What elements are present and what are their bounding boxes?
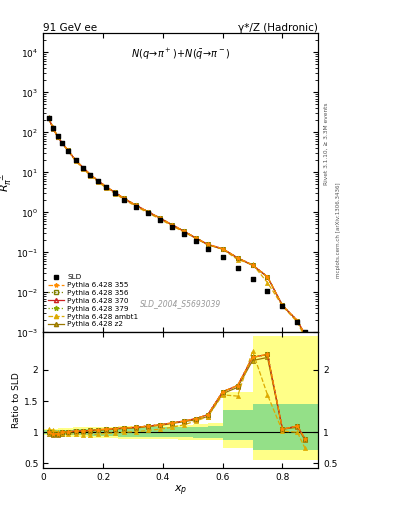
Point	[133, 202, 139, 210]
Point	[250, 274, 256, 283]
Point	[294, 318, 301, 326]
Point	[169, 223, 175, 231]
Point	[193, 237, 199, 245]
Text: 91 GeV ee: 91 GeV ee	[43, 23, 97, 32]
Point	[145, 209, 151, 218]
Point	[80, 164, 86, 172]
Point	[65, 146, 71, 155]
Text: mcplots.cern.ch [arXiv:1306.3436]: mcplots.cern.ch [arXiv:1306.3436]	[336, 183, 341, 278]
Point	[46, 114, 52, 122]
Point	[235, 264, 241, 272]
Point	[302, 328, 308, 336]
Point	[279, 302, 286, 310]
Point	[121, 196, 127, 204]
Point	[87, 171, 94, 179]
X-axis label: $x_p$: $x_p$	[174, 484, 187, 498]
Text: Rivet 3.1.10, ≥ 3.3M events: Rivet 3.1.10, ≥ 3.3M events	[324, 102, 329, 185]
Text: SLD_2004_S5693039: SLD_2004_S5693039	[140, 300, 221, 309]
Point	[264, 287, 271, 295]
Point	[181, 230, 187, 238]
Point	[220, 253, 226, 262]
Point	[55, 132, 61, 140]
Point	[50, 124, 56, 132]
Point	[112, 189, 118, 198]
Point	[157, 216, 163, 224]
Point	[95, 177, 101, 185]
Legend: SLD, Pythia 6.428 355, Pythia 6.428 356, Pythia 6.428 370, Pythia 6.428 379, Pyt: SLD, Pythia 6.428 355, Pythia 6.428 356,…	[47, 273, 140, 329]
Point	[204, 244, 211, 252]
Text: γ*/Z (Hadronic): γ*/Z (Hadronic)	[239, 23, 318, 32]
Y-axis label: Ratio to SLD: Ratio to SLD	[12, 373, 21, 429]
Y-axis label: $R_{\pi}^{\,\pm}$: $R_{\pi}^{\,\pm}$	[0, 174, 15, 193]
Point	[103, 183, 109, 191]
Text: $N(q\!\rightarrow\!\pi^+)\!+\!N(\bar{q}\!\rightarrow\!\pi^-)$: $N(q\!\rightarrow\!\pi^+)\!+\!N(\bar{q}\…	[131, 47, 231, 62]
Point	[59, 139, 65, 147]
Point	[72, 156, 79, 164]
